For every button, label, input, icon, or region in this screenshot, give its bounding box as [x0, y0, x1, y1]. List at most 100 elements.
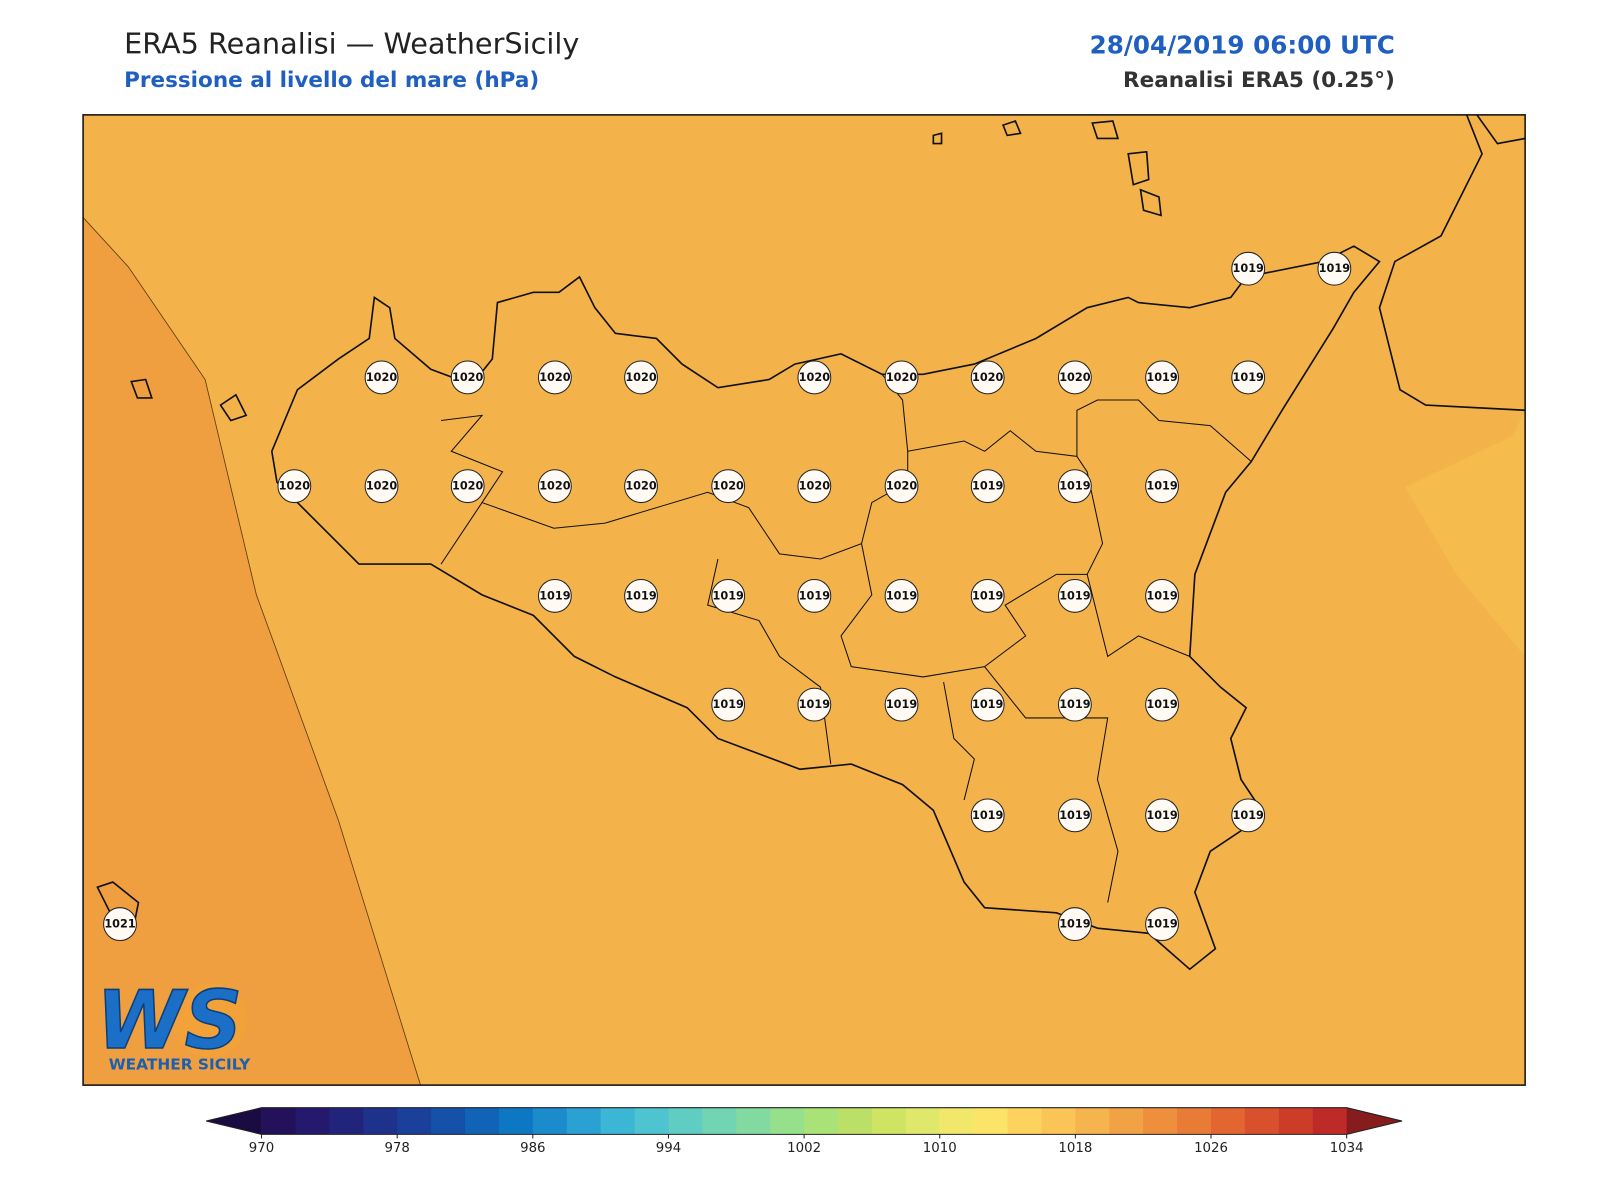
station: 1020: [364, 360, 399, 395]
colorbar-segment: [295, 1107, 330, 1135]
station-value: 1020: [972, 371, 1004, 384]
station: 1019: [711, 687, 746, 722]
map: 1019 1019 1020 1020 1020 1020 1020 1020 1020 1020…: [82, 114, 1526, 1086]
station-marker: [797, 578, 832, 613]
colorbar-over: [1346, 1107, 1403, 1135]
station-marker: [1145, 687, 1179, 722]
colorbar-segment: [566, 1107, 602, 1135]
station: 1019: [970, 578, 1005, 613]
station-value: 1020: [713, 480, 745, 493]
logo-sun: [173, 983, 248, 1058]
colorbar-segment: [1143, 1107, 1178, 1135]
coastline: [96, 114, 1526, 971]
station-value: 1019: [886, 698, 918, 711]
station-value: 1019: [713, 698, 745, 711]
station-value: 1020: [799, 480, 831, 493]
source: Reanalisi ERA5 (0.25°): [1123, 68, 1395, 93]
station-value: 1019: [1146, 589, 1178, 602]
station-marker: [450, 360, 485, 395]
station-marker: [1231, 798, 1266, 833]
colorbar-tick-label: 1018: [1058, 1141, 1092, 1156]
station-value: 1020: [539, 371, 571, 384]
colorbar-segment: [1007, 1107, 1042, 1135]
station: 1019: [1231, 360, 1266, 395]
station: 1019: [537, 578, 572, 613]
station-marker: [970, 469, 1005, 504]
station: 1019: [970, 687, 1005, 722]
station-marker: [1057, 360, 1092, 395]
station-value: 1019: [1146, 698, 1178, 711]
station-marker: [711, 687, 746, 722]
station-value: 1019: [972, 809, 1004, 822]
colorbar-segment: [668, 1107, 703, 1135]
colorbar-tick-label: 1034: [1330, 1141, 1364, 1156]
station-value: 1019: [1233, 262, 1265, 275]
station-marker: [537, 360, 572, 395]
station-marker: [1057, 798, 1092, 833]
station-marker: [711, 578, 746, 613]
station-marker: [1057, 907, 1092, 942]
station: 1020: [277, 469, 312, 504]
station-marker: [1057, 469, 1092, 504]
colorbar-tick-label: 1010: [923, 1141, 957, 1156]
station: 1021: [103, 907, 137, 942]
station: 1019: [884, 687, 919, 722]
station-marker: [1145, 798, 1179, 833]
station-marker: [884, 360, 919, 395]
station-value: 1019: [1319, 262, 1351, 275]
station-marker: [1231, 360, 1266, 395]
station: 1019: [624, 578, 658, 613]
station-marker: [970, 360, 1005, 395]
colorbar-tick-label: 1026: [1194, 1141, 1228, 1156]
station-marker: [970, 578, 1005, 613]
station-value: 1020: [1059, 371, 1091, 384]
station: 1019: [1057, 578, 1092, 613]
station-value: 1019: [1059, 918, 1091, 931]
station-value: 1020: [539, 480, 571, 493]
colorbar-segment: [1177, 1107, 1212, 1135]
station: 1020: [970, 360, 1005, 395]
station: 1020: [1057, 360, 1092, 395]
station-marker: [1145, 360, 1179, 395]
colorbar-segment: [1041, 1107, 1076, 1135]
colorbar-segment: [431, 1107, 466, 1135]
colorbar-segment: [702, 1107, 737, 1135]
logo: WS WEATHER SICILY: [96, 973, 251, 1073]
station-value: 1019: [886, 589, 918, 602]
station-value: 1020: [366, 371, 398, 384]
station-marker: [1145, 578, 1179, 613]
station-marker: [624, 578, 658, 613]
colorbar-segment: [973, 1107, 1009, 1135]
station: 1019: [1317, 251, 1352, 286]
station: 1019: [1145, 687, 1179, 722]
station-value: 1020: [452, 371, 484, 384]
station: 1020: [797, 469, 832, 504]
station-labels: 1019 1019 1020 1020 1020 1020 1020 1020 1020 1020…: [103, 251, 1352, 942]
station: 1019: [1057, 469, 1092, 504]
station: 1020: [537, 469, 572, 504]
station: 1019: [1145, 578, 1179, 613]
colorbar-segment: [532, 1107, 568, 1135]
station-value: 1020: [625, 371, 657, 384]
station-value: 1019: [1146, 371, 1178, 384]
station-marker: [624, 360, 658, 395]
colorbar-segment: [600, 1107, 636, 1135]
colorbar: 970 978 986 994 1002 1010 1018 1026 1034: [206, 1107, 1403, 1156]
station-marker: [797, 687, 832, 722]
station-marker: [1231, 251, 1266, 286]
station-value: 1019: [1146, 918, 1178, 931]
station-marker: [1057, 578, 1092, 613]
station: 1020: [884, 360, 919, 395]
colorbar-segment: [838, 1107, 873, 1135]
colorbar-segment: [261, 1107, 296, 1135]
datetime: 28/04/2019 06:00 UTC: [1090, 30, 1395, 59]
station: 1020: [364, 469, 399, 504]
station: 1020: [624, 469, 658, 504]
station-marker: [277, 469, 312, 504]
colorbar-segment: [1109, 1107, 1144, 1135]
station-value: 1019: [1059, 698, 1091, 711]
colorbar-tick-label: 994: [656, 1141, 681, 1156]
station-marker: [537, 469, 572, 504]
colorbar-segment: [871, 1107, 907, 1135]
station-marker: [537, 578, 572, 613]
